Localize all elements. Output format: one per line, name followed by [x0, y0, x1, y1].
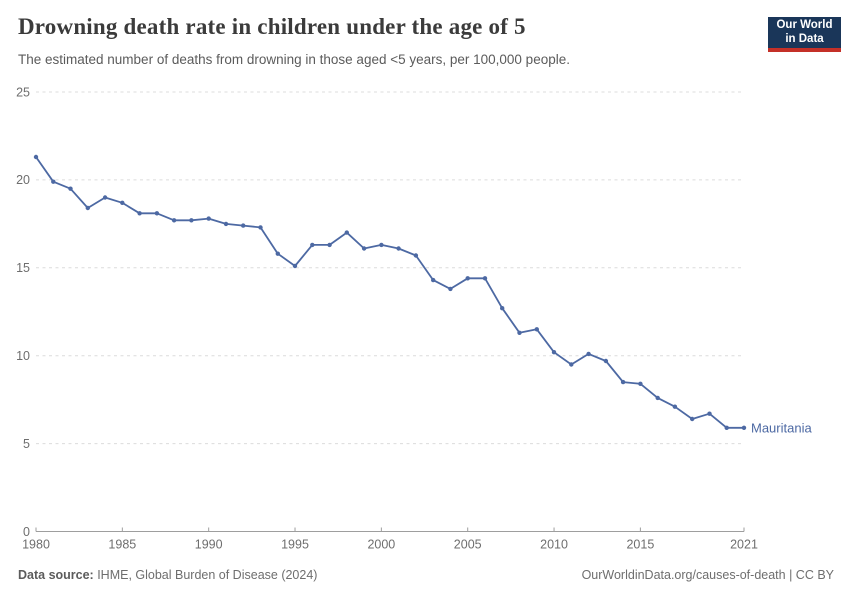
- data-point[interactable]: [102, 195, 108, 200]
- data-point[interactable]: [672, 404, 678, 409]
- x-tick-label: 2021: [730, 538, 758, 552]
- x-tick-label: 2005: [454, 538, 482, 552]
- data-point[interactable]: [137, 211, 142, 216]
- data-point[interactable]: [707, 411, 712, 416]
- data-point[interactable]: [327, 242, 332, 248]
- y-tick-label: 0: [23, 525, 30, 539]
- data-point[interactable]: [465, 276, 470, 281]
- data-point[interactable]: [551, 350, 557, 355]
- data-point[interactable]: [258, 225, 263, 230]
- data-point[interactable]: [413, 253, 419, 258]
- data-point[interactable]: [603, 358, 609, 364]
- y-tick-label: 15: [16, 261, 30, 275]
- owid-logo-line2: in Data: [785, 32, 824, 45]
- x-tick-label: 1990: [195, 538, 223, 552]
- data-point[interactable]: [586, 351, 591, 357]
- x-tick-label: 1995: [281, 538, 309, 552]
- data-point[interactable]: [241, 223, 246, 228]
- data-point[interactable]: [206, 216, 211, 221]
- data-point[interactable]: [223, 221, 229, 227]
- x-tick-label: 1980: [22, 538, 50, 552]
- data-point[interactable]: [396, 246, 401, 251]
- chart-title: Drowning death rate in children under th…: [18, 14, 526, 39]
- data-point[interactable]: [741, 425, 747, 430]
- y-tick-label: 25: [16, 85, 30, 99]
- chart-subtitle: The estimated number of deaths from drow…: [18, 52, 570, 67]
- owid-logo-line1: Our World: [776, 19, 833, 31]
- data-point[interactable]: [448, 286, 453, 292]
- data-point[interactable]: [68, 186, 73, 191]
- x-tick-label: 2010: [540, 538, 568, 552]
- entity-label[interactable]: Mauritania: [751, 420, 812, 435]
- data-point[interactable]: [154, 211, 160, 216]
- data-point[interactable]: [534, 327, 539, 332]
- data-point[interactable]: [85, 205, 91, 211]
- data-point[interactable]: [655, 395, 660, 401]
- x-tick-label: 2000: [367, 538, 395, 552]
- data-point[interactable]: [292, 263, 298, 269]
- data-point[interactable]: [33, 154, 39, 160]
- y-tick-label: 5: [23, 437, 30, 451]
- data-point[interactable]: [724, 425, 729, 430]
- data-point[interactable]: [500, 306, 505, 311]
- data-point[interactable]: [120, 200, 125, 205]
- data-point[interactable]: [344, 230, 349, 235]
- data-source: Data source: IHME, Global Burden of Dise…: [18, 568, 317, 582]
- data-point[interactable]: [171, 218, 177, 223]
- data-point[interactable]: [189, 218, 194, 223]
- data-point[interactable]: [379, 242, 384, 248]
- data-point[interactable]: [361, 246, 367, 251]
- data-point[interactable]: [482, 276, 488, 281]
- owid-citation-link[interactable]: OurWorldinData.org/causes-of-death | CC …: [581, 568, 834, 582]
- data-point[interactable]: [569, 362, 574, 367]
- x-tick-label: 1985: [108, 538, 136, 552]
- data-point[interactable]: [690, 416, 695, 422]
- data-point[interactable]: [620, 379, 626, 385]
- data-source-text: IHME, Global Burden of Disease (2024): [93, 568, 318, 582]
- data-point[interactable]: [431, 277, 436, 283]
- data-point[interactable]: [275, 251, 280, 256]
- x-tick-label: 2015: [626, 538, 654, 552]
- data-point[interactable]: [517, 330, 522, 335]
- y-tick-label: 10: [16, 349, 30, 363]
- data-point[interactable]: [51, 179, 56, 184]
- y-tick-label: 20: [16, 173, 30, 187]
- data-source-label: Data source:: [18, 568, 94, 582]
- data-point[interactable]: [310, 242, 315, 248]
- owid-logo[interactable]: Our World in Data: [768, 17, 841, 52]
- series-line[interactable]: [35, 156, 745, 429]
- data-point[interactable]: [638, 381, 643, 386]
- chart-footer: Data source: IHME, Global Burden of Dise…: [18, 565, 834, 585]
